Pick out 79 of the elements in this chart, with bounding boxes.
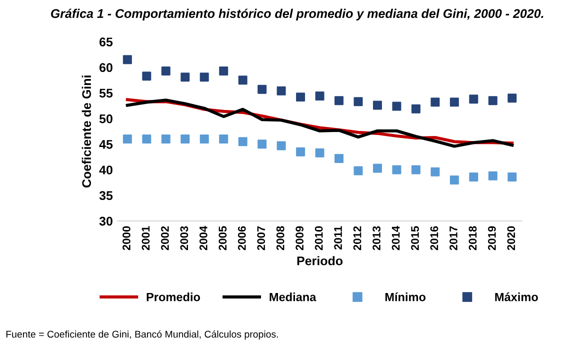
point xyxy=(238,137,248,146)
point xyxy=(392,102,402,111)
point xyxy=(276,141,286,150)
x-tick-label: 2002 xyxy=(161,226,169,250)
point xyxy=(372,100,382,110)
point xyxy=(488,171,498,180)
x-tick-label: 2014 xyxy=(392,226,400,250)
y-tick-label: 60 xyxy=(100,63,112,72)
point xyxy=(469,172,478,182)
point xyxy=(122,55,132,64)
point xyxy=(258,140,267,149)
point xyxy=(450,98,459,107)
point xyxy=(334,154,344,164)
legend-label: Promedio xyxy=(146,292,200,302)
y-tick-label: 30 xyxy=(99,216,112,226)
x-tick-label: 2011 xyxy=(334,226,342,250)
legend-label: Mínimo xyxy=(385,292,426,302)
legend-label: Mediana xyxy=(270,292,316,302)
point xyxy=(180,134,190,144)
point xyxy=(122,134,132,144)
point xyxy=(180,72,190,82)
point xyxy=(161,66,170,76)
point xyxy=(372,164,382,173)
legend-label: Máximo xyxy=(495,292,538,302)
point xyxy=(354,166,363,176)
x-tick-label: 2001 xyxy=(142,226,150,250)
source-note: Fuente = Coeficiente de Gini, Bancó Mundial, Cálculos propios. xyxy=(6,330,278,340)
x-tick-label: 2015 xyxy=(411,226,419,250)
y-axis-title: Coeficiente de Gini xyxy=(82,76,92,188)
y-tick-label: 65 xyxy=(100,38,113,46)
point xyxy=(488,96,498,106)
y-tick-label: 35 xyxy=(99,191,113,200)
point xyxy=(142,72,152,81)
x-tick-label: 2016 xyxy=(430,226,438,250)
point xyxy=(430,98,440,107)
x-tick-label: 2020 xyxy=(507,226,516,250)
x-tick-label: 2019 xyxy=(488,226,496,250)
x-tick-label: 2003 xyxy=(180,226,188,250)
point xyxy=(276,86,286,96)
y-tick-label: 50 xyxy=(99,114,112,124)
x-tick-label: 2012 xyxy=(353,226,362,250)
point xyxy=(334,96,344,106)
point xyxy=(411,165,420,174)
point xyxy=(161,134,170,144)
point xyxy=(430,167,440,176)
x-tick-label: 2013 xyxy=(372,226,380,250)
point xyxy=(315,148,324,158)
point xyxy=(469,94,478,104)
point xyxy=(219,134,228,144)
point xyxy=(238,76,248,85)
chart-title: Gráfica 1 - Comportamiento histórico del promedio y mediana del Gini, 2000 - 2020. xyxy=(51,8,544,20)
point xyxy=(508,172,517,182)
x-tick-label: 2004 xyxy=(199,226,208,250)
point xyxy=(315,92,324,101)
x-tick-label: 2000 xyxy=(122,226,130,250)
y-tick-label: 55 xyxy=(99,88,113,98)
point xyxy=(219,66,228,76)
x-tick-label: 2005 xyxy=(218,226,227,250)
x-tick-label: 2007 xyxy=(257,226,266,250)
x-tick-label: 2017 xyxy=(450,226,458,250)
x-tick-label: 2008 xyxy=(276,226,284,250)
point xyxy=(142,134,152,144)
point xyxy=(200,72,209,82)
x-tick-label: 2009 xyxy=(296,226,304,250)
point xyxy=(354,97,363,106)
point xyxy=(200,134,209,144)
y-tick-label: 40 xyxy=(99,166,112,174)
point xyxy=(296,147,306,156)
point xyxy=(258,84,267,94)
x-tick-label: 2006 xyxy=(238,226,246,250)
x-axis-title: Periodo xyxy=(297,256,343,266)
point xyxy=(508,94,517,103)
point xyxy=(296,92,306,102)
point xyxy=(392,165,402,174)
x-tick-label: 2018 xyxy=(468,226,477,250)
point xyxy=(411,104,420,114)
point xyxy=(450,176,459,185)
y-tick-label: 45 xyxy=(99,140,113,149)
x-tick-label: 2010 xyxy=(314,226,323,250)
